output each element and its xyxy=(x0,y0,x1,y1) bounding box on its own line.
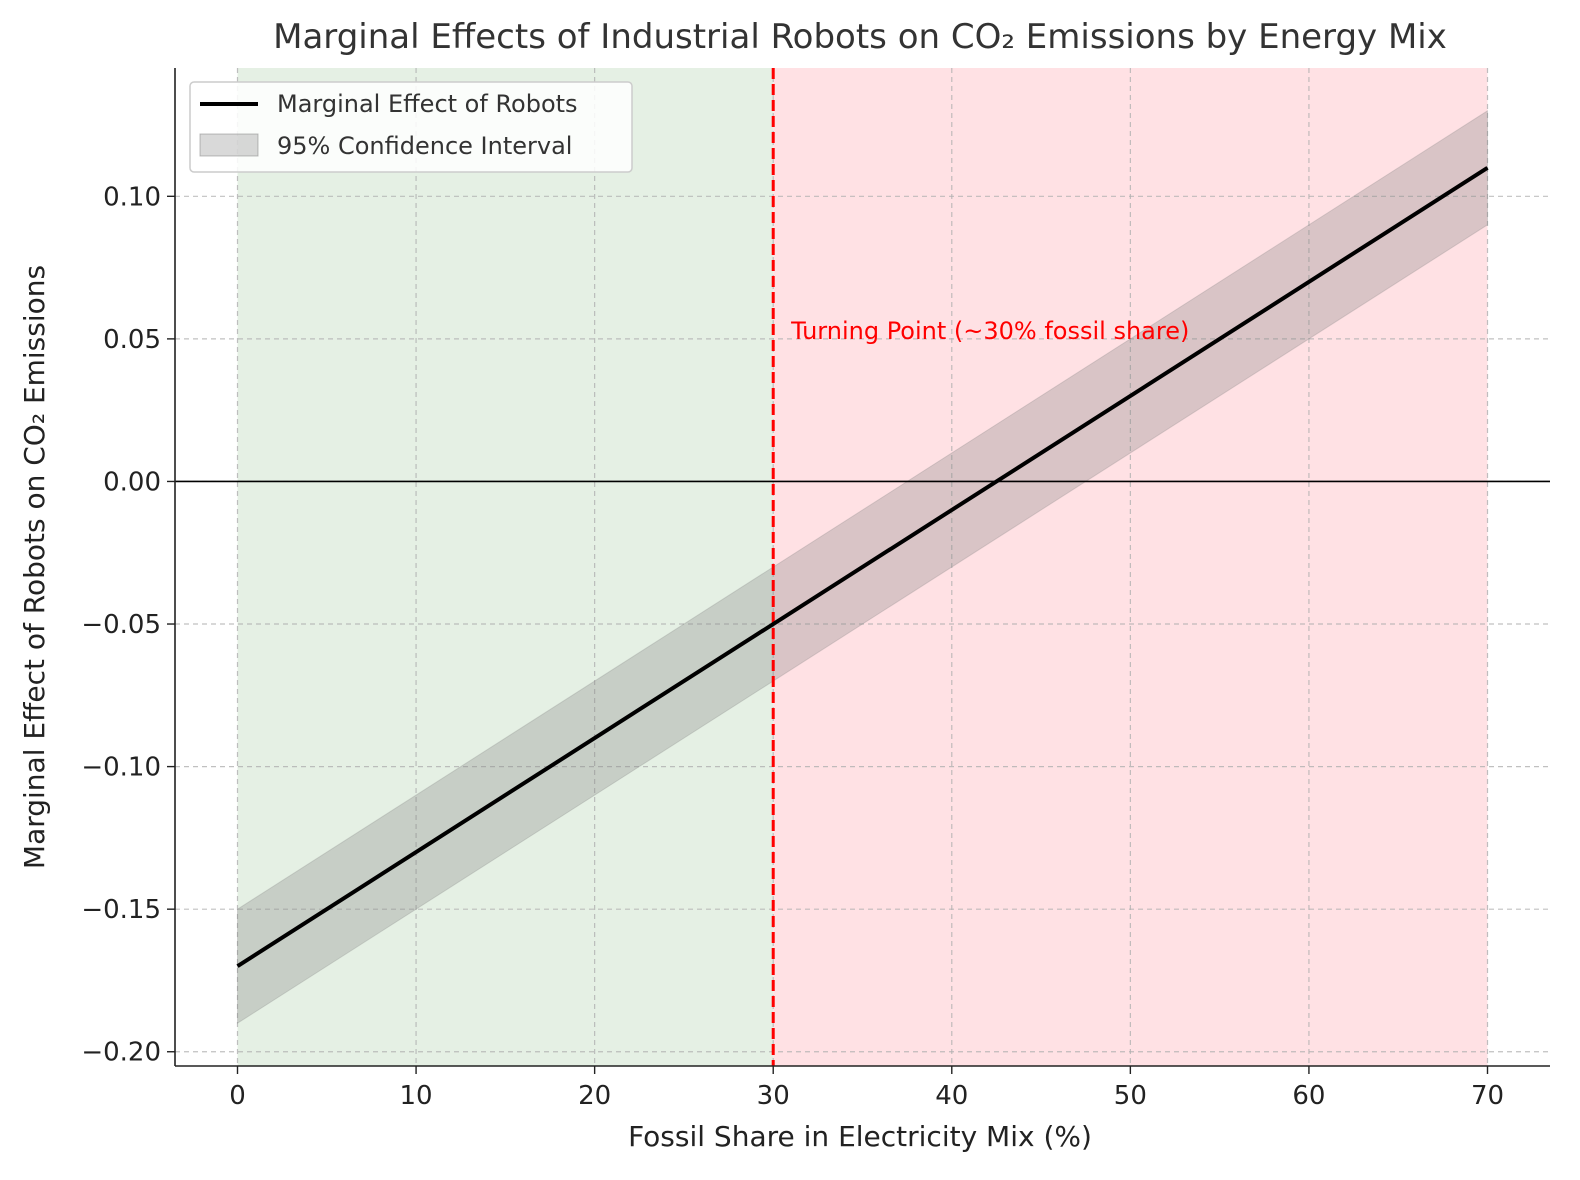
x-tick-label: 10 xyxy=(400,1081,433,1111)
y-tick-label: 0.05 xyxy=(103,325,161,355)
axes xyxy=(167,68,1550,1074)
x-tick-label: 30 xyxy=(757,1081,790,1111)
legend-box xyxy=(189,81,633,173)
legend-label-marginal-effect: Marginal Effect of Robots xyxy=(277,90,578,118)
chart-title: Marginal Effects of Industrial Robots on… xyxy=(273,17,1447,57)
x-tick-label: 0 xyxy=(229,1081,246,1111)
reference-lines xyxy=(175,68,1550,1066)
renewable-region xyxy=(237,68,774,1066)
legend-label-confidence-interval: 95% Confidence Interval xyxy=(277,132,572,160)
x-tick-label: 60 xyxy=(1292,1081,1325,1111)
y-axis-title: Marginal Effect of Robots on CO₂ Emissio… xyxy=(18,265,51,869)
x-tick-label: 70 xyxy=(1471,1081,1504,1111)
annotation-turning-point: Turning Point (~30% fossil share) xyxy=(790,317,1189,345)
x-tick-label: 40 xyxy=(935,1081,968,1111)
y-tick-label: 0.10 xyxy=(103,182,161,212)
legend-band-swatch xyxy=(199,133,259,157)
y-tick-label: −0.05 xyxy=(81,610,161,640)
marginal-effect-line xyxy=(236,166,1489,968)
y-tick-label: −0.10 xyxy=(81,753,161,783)
y-tick-labels: 0.10 0.05 0.00 −0.05 −0.10 −0.15 −0.20 xyxy=(81,182,161,1067)
y-tick-label: 0.00 xyxy=(103,467,161,497)
x-tick-labels: 0 10 20 30 40 50 60 70 xyxy=(229,1081,1504,1111)
series-layer xyxy=(236,166,1489,968)
y-tick-label: −0.15 xyxy=(81,895,161,925)
x-tick-label: 20 xyxy=(578,1081,611,1111)
legend: Marginal Effect of Robots 95% Confidence… xyxy=(189,81,633,173)
y-tick-label: −0.20 xyxy=(81,1038,161,1068)
x-axis-title: Fossil Share in Electricity Mix (%) xyxy=(628,1120,1092,1153)
x-tick-label: 50 xyxy=(1114,1081,1147,1111)
